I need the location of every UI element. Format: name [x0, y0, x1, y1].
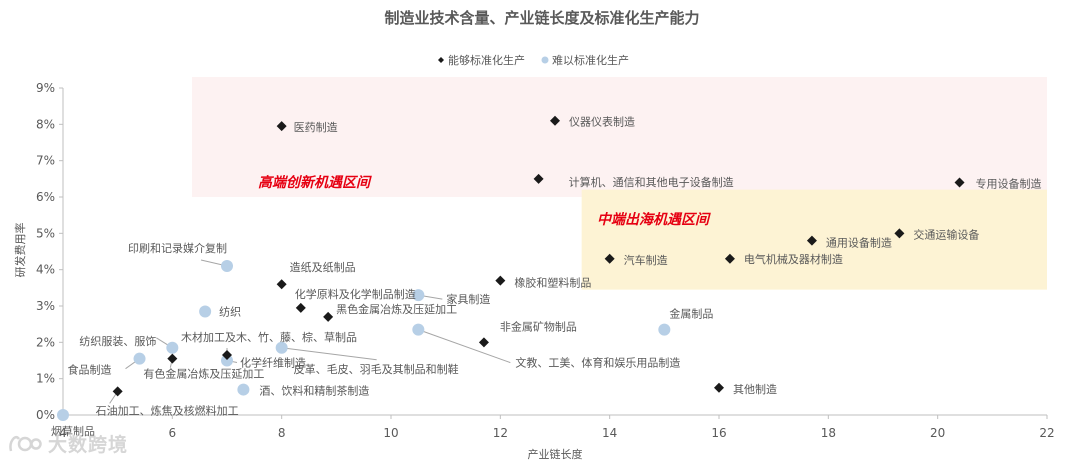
point-label: 文教、工美、体育和娱乐用品制造 [515, 356, 680, 370]
x-axis-title: 产业链长度 [528, 447, 583, 461]
point-label: 通用设备制造 [826, 236, 892, 250]
y-tick-label: 1% [36, 372, 55, 386]
leader-line [281, 347, 377, 361]
y-tick-label: 8% [36, 117, 55, 131]
data-point-diamond [894, 228, 905, 239]
data-point-diamond [550, 115, 560, 126]
point-label: 化学原料及化学制品制造 [295, 287, 416, 301]
x-tick-label: 8 [278, 426, 286, 440]
region-label: 中端出海机遇区间 [597, 211, 711, 228]
region-label: 高端创新机遇区间 [258, 174, 372, 191]
region-area [192, 77, 1047, 197]
point-label: 汽车制造 [624, 253, 668, 267]
point-label: 黑色金属冶炼及压延加工 [336, 302, 457, 316]
data-point-diamond [724, 253, 735, 264]
point-label: 专用设备制造 [976, 176, 1042, 190]
data-point-circle [166, 341, 179, 354]
y-tick-label: 3% [36, 299, 55, 313]
point-label: 石油加工、炼焦及核燃料加工 [96, 403, 239, 417]
point-label: 金属制品 [669, 307, 713, 321]
data-point-diamond [478, 337, 489, 348]
point-label: 家具制造 [446, 292, 490, 306]
watermark-text: 大数跨境 [48, 434, 129, 456]
y-axis-title: 研发费用率 [13, 223, 27, 278]
legend-marker [438, 57, 444, 63]
point-label: 仪器仪表制造 [569, 115, 635, 129]
data-point-circle [658, 323, 671, 336]
x-tick-label: 20 [930, 426, 945, 440]
watermark: 大数跨境 [8, 430, 128, 457]
data-point-diamond [323, 311, 334, 322]
data-point-diamond [495, 275, 506, 286]
y-tick-label: 4% [36, 263, 55, 277]
point-label: 化学纤维制造 [240, 356, 306, 370]
axes: 4 6 8 10 12 14 16 18 20 22 0% 1% 2% 3% 4% 5% 6% 7% 8% 9% [36, 81, 1055, 440]
legend-entry: 能够标准化生产 [448, 53, 525, 67]
chart-title: 制造业技术含量、产业链长度及标准化生产能力 [384, 9, 699, 27]
point-label: 烟草制品 [51, 424, 95, 438]
point-label: 交通运输设备 [913, 227, 979, 241]
point-label: 非金属矿物制品 [500, 319, 577, 333]
point-label: 印刷和记录媒介复制 [128, 241, 227, 255]
x-tick-label: 10 [383, 426, 398, 440]
data-point-circle [57, 409, 69, 421]
point-label: 木材加工及木、竹、藤、棕、草制品 [181, 330, 357, 344]
data-point-diamond [714, 382, 724, 393]
data-point-circle [412, 289, 425, 302]
point-label: 酒、饮料和精制茶制造 [259, 384, 369, 398]
data-point-diamond [112, 386, 123, 397]
x-tick-label: 18 [821, 426, 836, 440]
y-tick-label: 6% [36, 190, 55, 204]
point-label: 其他制造 [733, 382, 777, 396]
x-tick-label: 14 [602, 426, 617, 440]
point-label: 皮革、毛皮、羽毛及其制品和制鞋 [294, 362, 459, 376]
point-label: 电气机械及器材制造 [744, 252, 843, 266]
point-label: 食品制造 [68, 363, 112, 377]
x-tick-label: 4 [59, 426, 67, 440]
y-tick-label: 9% [36, 81, 55, 95]
data-points [57, 115, 965, 421]
y-tick-label: 2% [36, 335, 55, 349]
data-point-diamond [276, 279, 287, 290]
data-point-diamond [276, 121, 287, 132]
point-label: 纺织服装、服饰 [79, 334, 156, 348]
x-tick-label: 16 [711, 426, 726, 440]
leader-line [418, 329, 511, 364]
data-point-diamond [806, 235, 817, 246]
data-point-diamond [954, 177, 965, 188]
data-point-circle [275, 341, 288, 354]
data-point-circle [412, 323, 425, 336]
point-label: 有色金属冶炼及压延加工 [143, 367, 264, 381]
data-point-diamond [167, 353, 178, 364]
data-point-diamond [533, 173, 544, 184]
point-label: 橡胶和塑料制品 [514, 276, 591, 290]
data-point-circle [133, 352, 146, 365]
point-label: 计算机、通信和其他电子设备制造 [569, 175, 734, 189]
point-label: 医药制造 [294, 120, 338, 134]
x-tick-label: 12 [493, 426, 508, 440]
x-tick-label: 6 [169, 426, 177, 440]
data-point-circle [221, 260, 233, 273]
point-label: 纺织 [219, 304, 241, 318]
legend: 能够标准化生产 难以标准化生产 [438, 53, 629, 67]
y-tick-label: 0% [36, 408, 55, 422]
data-point-circle [237, 383, 250, 396]
data-point-diamond [222, 350, 232, 361]
legend-entry: 难以标准化生产 [552, 53, 629, 67]
data-point-circle [221, 354, 233, 367]
y-tick-label: 5% [36, 226, 55, 240]
point-label: 造纸及纸制品 [290, 260, 356, 274]
brand-logo-icon [9, 435, 42, 451]
data-point-diamond [295, 302, 306, 313]
data-point-circle [199, 305, 212, 318]
y-tick-label: 7% [36, 154, 55, 168]
x-tick-label: 22 [1039, 426, 1054, 440]
data-point-diamond [604, 253, 615, 264]
legend-marker [541, 56, 549, 64]
